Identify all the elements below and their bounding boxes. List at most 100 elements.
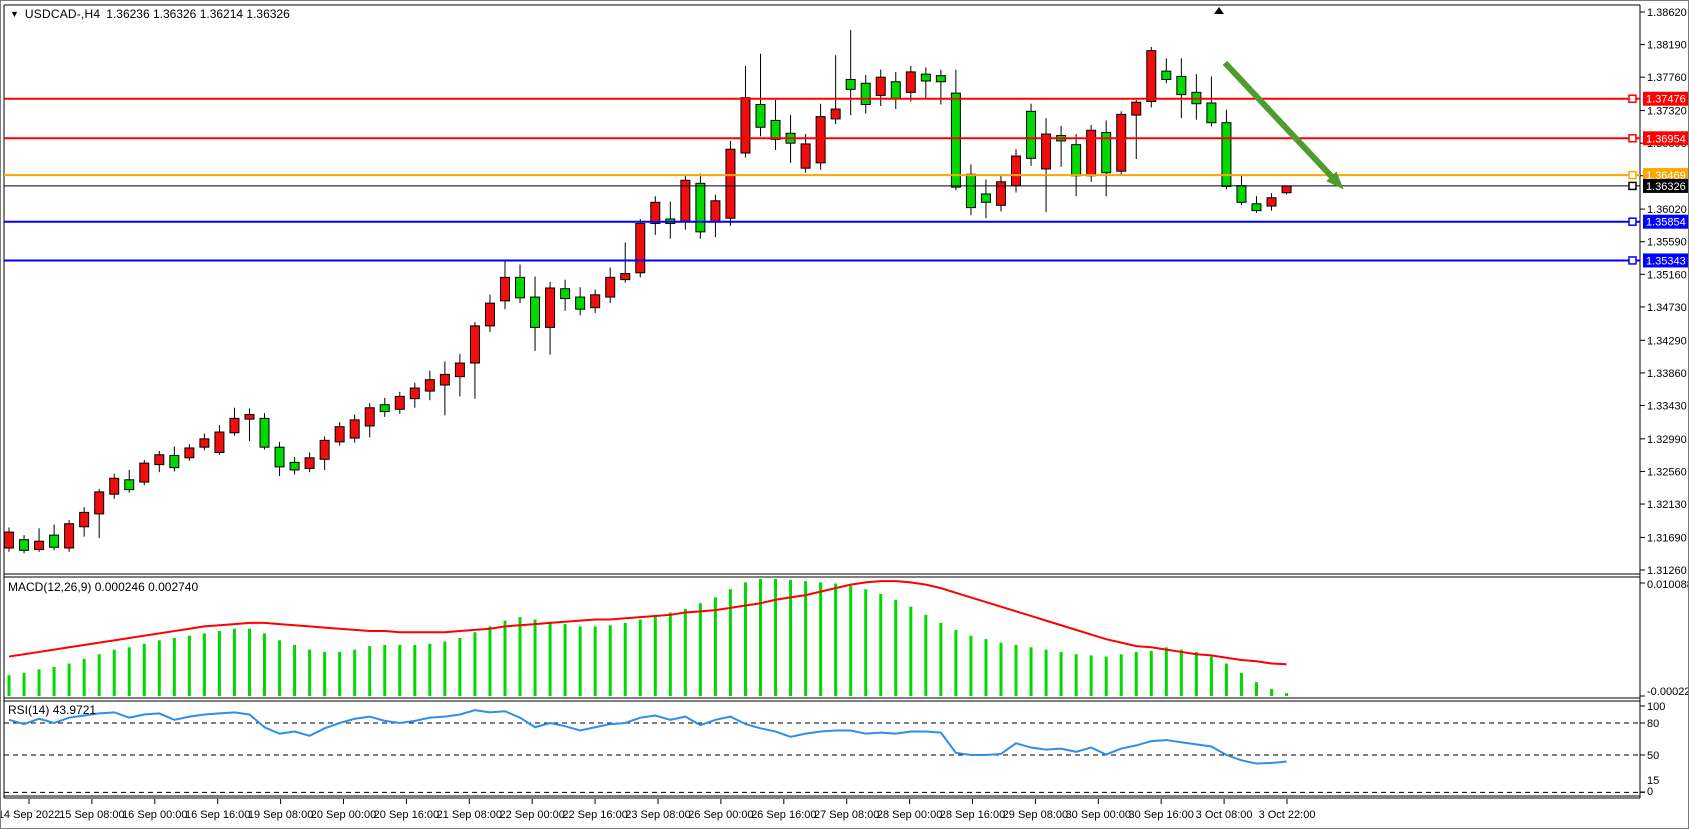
line-handle[interactable]: [1628, 217, 1637, 226]
symbol-timeframe-label: USDCAD-,H4: [24, 7, 101, 21]
candlestick: [1161, 58, 1172, 84]
candlestick: [665, 201, 676, 239]
chart-frame: [3, 4, 1641, 799]
candle-body: [1176, 75, 1187, 96]
candle-body: [274, 446, 285, 468]
candle-body: [740, 97, 751, 154]
candlestick: [620, 242, 631, 283]
candlestick: [454, 353, 465, 397]
rsi-panel: 100 80 50 150: [4, 701, 1665, 798]
candle-body: [34, 540, 45, 551]
candle-body: [1101, 132, 1112, 174]
candlestick: [1041, 118, 1052, 213]
candle-body: [680, 179, 691, 222]
rsi-current-value: 43.9721: [52, 703, 97, 717]
line-handle[interactable]: [1628, 256, 1637, 265]
candle-body: [229, 417, 240, 434]
price-tick-label: 1.38190: [1647, 40, 1687, 52]
macd-panel: 0.010088 -0.000222: [7, 578, 1689, 698]
trend-arrow-shaft[interactable]: [1222, 60, 1340, 185]
candlestick: [980, 179, 991, 219]
candle-body: [1086, 129, 1097, 177]
candlestick: [920, 67, 931, 99]
candlestick: [1281, 185, 1292, 195]
level-lines: 1.374761.369541.364691.358541.353431.363…: [4, 91, 1688, 268]
candle-body: [79, 511, 90, 528]
candlestick: [49, 524, 60, 551]
candle-body: [499, 276, 510, 302]
candle-body: [1251, 203, 1262, 212]
candlestick: [515, 264, 526, 304]
candlestick: [965, 164, 976, 216]
candlestick: [139, 460, 150, 486]
candlestick: [800, 134, 811, 173]
candle-body: [755, 103, 766, 128]
candlestick: [484, 294, 495, 332]
candlestick: [875, 69, 886, 107]
price-badge-label: 1.37476: [1646, 94, 1686, 106]
candle-body: [199, 438, 210, 448]
rsi-level-label: 50: [1647, 750, 1659, 762]
candle-body: [725, 148, 736, 219]
trend-arrow[interactable]: [1222, 60, 1344, 190]
candlestick: [1071, 134, 1082, 197]
candle-body: [905, 71, 916, 93]
candle-body: [695, 182, 706, 233]
trend-arrow-head[interactable]: [1326, 171, 1344, 190]
candle-body: [995, 181, 1006, 206]
candlestick: [409, 382, 420, 408]
scroll-marker-icon[interactable]: [1214, 7, 1224, 14]
candlestick: [890, 71, 901, 110]
price-tick-label: 1.38620: [1647, 7, 1687, 19]
candlestick: [319, 436, 330, 470]
rsi-level-label: 80: [1647, 718, 1659, 730]
candle-body: [1146, 50, 1157, 102]
line-handle[interactable]: [1628, 94, 1637, 103]
candle-body: [19, 539, 30, 551]
candlestick: [379, 397, 390, 417]
candlestick: [560, 279, 571, 311]
candlestick: [830, 55, 841, 125]
price-tick-label: 1.33430: [1647, 400, 1687, 412]
price-badge-bg: [1643, 253, 1688, 268]
candle-body: [1041, 133, 1052, 170]
candle-body: [710, 200, 721, 223]
candle-body: [890, 81, 901, 99]
line-handle[interactable]: [1628, 170, 1637, 180]
candle-body: [575, 296, 586, 310]
candlestick: [109, 473, 120, 499]
candle-body: [770, 119, 781, 140]
price-badge: 1.36326: [1643, 178, 1688, 193]
candle-body: [1116, 113, 1127, 172]
date-label: 30 Sep 00:00: [1066, 809, 1131, 821]
candle-body: [800, 143, 811, 169]
candlestick: [244, 408, 255, 442]
candle-body: [965, 173, 976, 209]
candlestick: [545, 281, 556, 355]
candle-body: [815, 116, 826, 164]
macd-current-values: 0.000246 0.002740: [94, 580, 199, 594]
price-badge-label: 1.36954: [1646, 133, 1686, 145]
macd-signal-line: [8, 580, 1287, 666]
candlestick: [1146, 46, 1157, 108]
macd-min-label: -0.000222: [1647, 686, 1689, 698]
symbol-dropdown-icon[interactable]: ▼: [10, 9, 19, 19]
candlestick: [394, 391, 405, 414]
date-label: 14 Sep 2022: [1, 809, 60, 821]
candlestick: [124, 469, 135, 493]
rsi-level-label: 100: [1647, 701, 1665, 713]
candle-body: [154, 454, 165, 466]
line-handle[interactable]: [1628, 134, 1637, 143]
candlestick: [770, 99, 781, 150]
candlestick: [289, 457, 300, 475]
candlestick: [334, 422, 345, 446]
candlestick: [605, 267, 616, 304]
price-badge: 1.37476: [1643, 91, 1688, 106]
candle-body: [845, 78, 856, 90]
candlestick: [755, 53, 766, 137]
candle-body: [454, 362, 465, 378]
candlestick: [635, 218, 646, 278]
candle-body: [590, 294, 601, 309]
